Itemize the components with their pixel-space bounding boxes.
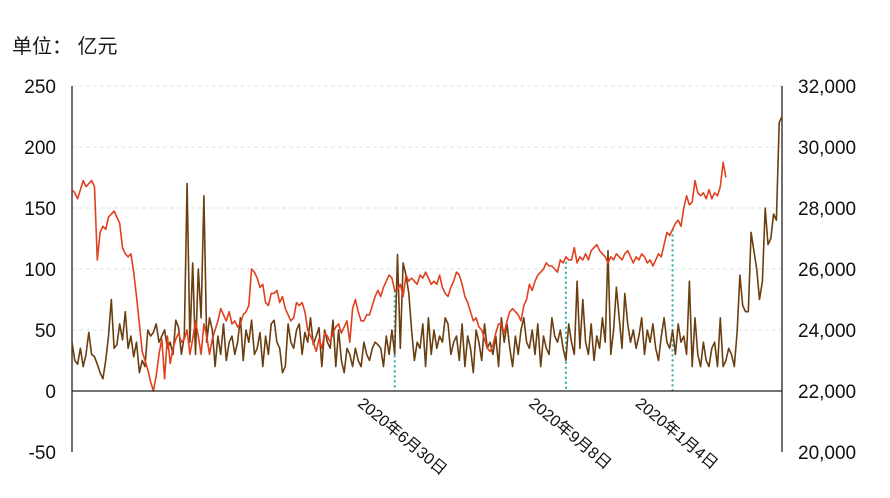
date-marker-lines [393,229,674,391]
left-tick-label: 0 [45,382,56,403]
series-line-left-axis [71,116,783,380]
unit-label: 单位： 亿元 [12,36,118,58]
right-tick-label: 24,000 [798,321,856,342]
right-tick-label: 30,000 [798,138,856,159]
left-tick-label: 200 [24,138,56,159]
left-tick-label: 50 [35,321,56,342]
left-tick-label: 250 [24,77,56,98]
series-line-right-axis [71,161,727,392]
left-tick-label: 100 [24,260,56,281]
right-tick-label: 26,000 [798,260,856,281]
grid-lines [72,85,782,331]
left-tick-label: -50 [29,443,56,464]
series-lines [71,116,783,392]
x-tick-label: 2020年6月30日 [354,394,450,479]
x-tick-label: 2020年1月4日 [632,394,721,473]
right-y-axis: 32,000 30,000 28,000 26,000 24,000 22,000 20,0… [781,77,856,464]
x-axis: 2020年6月30日 2020年9月8日 2020年1月4日 [72,390,782,479]
right-tick-label: 22,000 [798,382,856,403]
right-tick-label: 32,000 [798,77,856,98]
right-tick-label: 28,000 [798,199,856,220]
right-tick-label: 20,000 [798,443,856,464]
left-tick-label: 150 [24,199,56,220]
left-y-axis: 250 200 150 100 50 0 -50 [24,77,73,464]
x-tick-label: 2020年9月8日 [525,394,614,473]
